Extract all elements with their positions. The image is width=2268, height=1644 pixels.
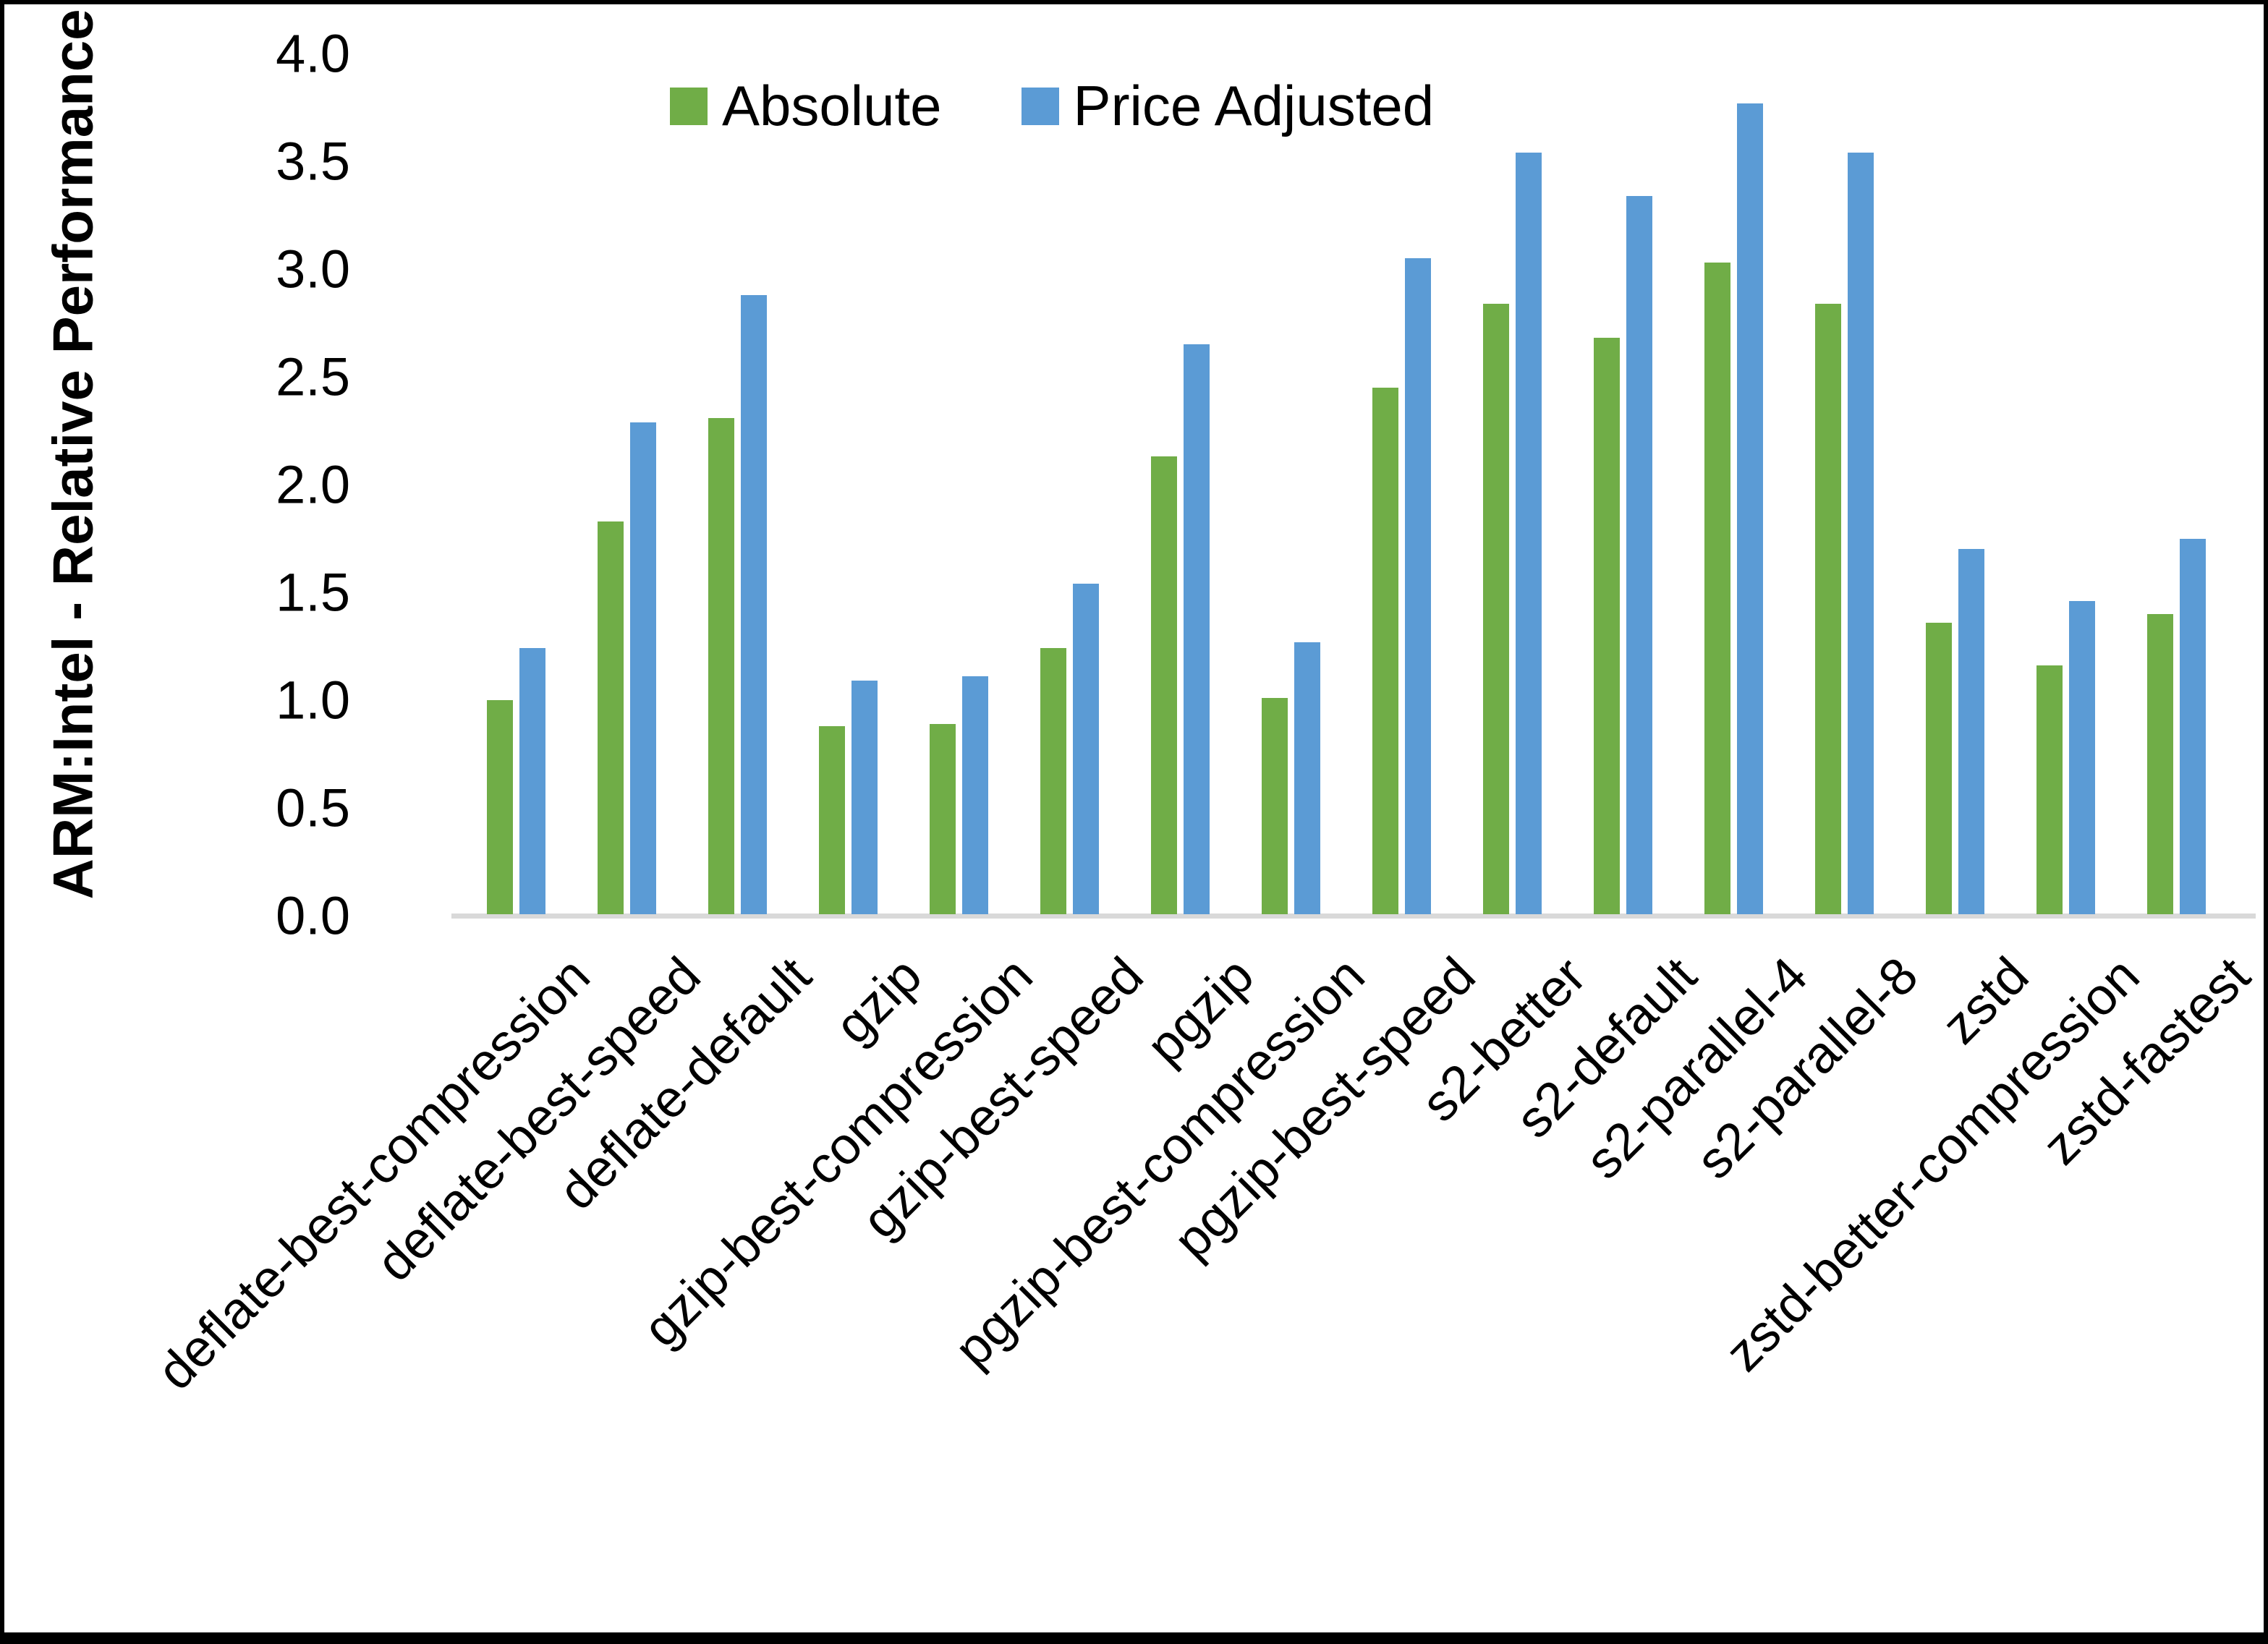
bar-price-adjusted-s2-better <box>1516 153 1542 914</box>
bar-absolute-zstd-fastest <box>2147 613 2173 914</box>
x-axis-line <box>451 913 2256 919</box>
bar-price-adjusted-gzip-best-speed <box>1073 584 1099 914</box>
bar-absolute-deflate-default <box>708 417 734 914</box>
bar-price-adjusted-gzip-best-compression <box>962 676 988 914</box>
legend-label: Absolute <box>722 74 942 137</box>
plot-area: 0.0 0.5 1.0 1.5 2.0 2.5 3.0 3.5 4.0 deflate-best-… <box>4 4 2264 1632</box>
bar-price-adjusted-deflate-default <box>741 294 767 914</box>
legend-swatch-icon <box>1021 87 1059 125</box>
y-tick-label: 1.0 <box>276 670 350 731</box>
bar-absolute-deflate-best-compression <box>487 700 513 914</box>
y-tick-label: 4.0 <box>276 23 350 84</box>
bar-absolute-deflate-best-speed <box>598 521 624 914</box>
bar-price-adjusted-s2-parallel-4 <box>1737 103 1763 914</box>
bar-price-adjusted-pgzip <box>1184 344 1210 914</box>
bar-absolute-s2-default <box>1594 338 1620 914</box>
legend-item-absolute: Absolute <box>670 73 942 139</box>
x-tick-label: deflate-best-compression <box>146 946 601 1401</box>
y-tick-label: 2.5 <box>276 346 350 407</box>
bar-absolute-gzip-best-compression <box>930 723 956 914</box>
legend: Absolute Price Adjusted <box>670 73 1434 139</box>
bar-absolute-gzip <box>819 725 845 914</box>
y-tick-label: 2.0 <box>276 454 350 515</box>
y-tick-label: 3.0 <box>276 239 350 299</box>
y-tick-label: 0.0 <box>276 885 350 946</box>
bar-absolute-s2-better <box>1483 303 1509 914</box>
bar-price-adjusted-pgzip-best-compression <box>1294 642 1320 914</box>
legend-label: Price Adjusted <box>1073 74 1435 137</box>
bar-price-adjusted-deflate-best-speed <box>630 422 656 914</box>
legend-swatch-icon <box>670 87 708 125</box>
y-tick-label: 0.5 <box>276 778 350 838</box>
bar-price-adjusted-zstd-fastest <box>2180 538 2206 914</box>
bar-absolute-s2-parallel-8 <box>1815 303 1841 914</box>
bar-absolute-pgzip <box>1151 456 1177 914</box>
bar-price-adjusted-deflate-best-compression <box>519 648 545 914</box>
bar-price-adjusted-zstd-better-compression <box>2069 600 2095 914</box>
bar-absolute-zstd <box>1926 622 1952 914</box>
y-tick-label: 1.5 <box>276 562 350 623</box>
bar-price-adjusted-s2-default <box>1626 195 1652 914</box>
bar-absolute-pgzip-best-compression <box>1262 698 1288 914</box>
bar-absolute-gzip-best-speed <box>1040 648 1066 914</box>
bar-price-adjusted-pgzip-best-speed <box>1405 258 1431 914</box>
legend-item-price-adjusted: Price Adjusted <box>1021 73 1435 139</box>
bar-absolute-pgzip-best-speed <box>1372 387 1398 914</box>
bar-absolute-zstd-better-compression <box>2036 665 2063 914</box>
bar-absolute-s2-parallel-4 <box>1704 263 1730 914</box>
bar-price-adjusted-s2-parallel-8 <box>1848 153 1874 914</box>
bar-price-adjusted-gzip <box>851 681 878 914</box>
bar-price-adjusted-zstd <box>1958 549 1984 914</box>
y-tick-label: 3.5 <box>276 131 350 192</box>
